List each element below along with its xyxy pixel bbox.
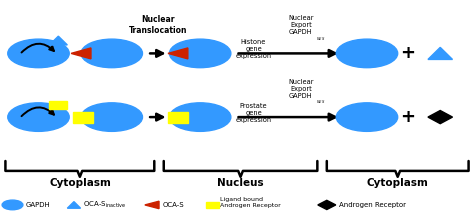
Text: Ligand bound
Androgen Receptor: Ligand bound Androgen Receptor [220, 197, 281, 208]
Text: Nuclear
Translocation: Nuclear Translocation [128, 15, 187, 34]
Text: +: + [400, 108, 415, 126]
Text: GAPDH: GAPDH [25, 202, 50, 208]
Text: OCA-S$_{\mathregular{inactive}}$: OCA-S$_{\mathregular{inactive}}$ [83, 200, 127, 210]
Circle shape [81, 39, 143, 68]
Text: +: + [400, 44, 415, 62]
Text: Cytoplasm: Cytoplasm [367, 178, 428, 188]
Circle shape [8, 103, 69, 131]
Polygon shape [49, 36, 67, 45]
Text: $_{NES}$: $_{NES}$ [317, 36, 326, 43]
Polygon shape [318, 200, 336, 210]
Text: Nucleus: Nucleus [218, 178, 264, 188]
Polygon shape [428, 110, 453, 124]
Bar [73, 112, 93, 123]
Text: Cytoplasm: Cytoplasm [49, 178, 111, 188]
Text: Nuclear
Export
GAPDH: Nuclear Export GAPDH [288, 15, 314, 35]
Text: Androgen Receptor: Androgen Receptor [339, 202, 406, 208]
Circle shape [336, 39, 398, 68]
Circle shape [81, 103, 143, 131]
Circle shape [8, 39, 69, 68]
Text: $_{NES}$: $_{NES}$ [317, 99, 326, 107]
Polygon shape [428, 47, 453, 59]
Polygon shape [71, 48, 91, 59]
Text: Histone
gene
expression: Histone gene expression [236, 39, 272, 59]
Text: OCA-S: OCA-S [162, 202, 184, 208]
Bar [49, 101, 67, 109]
Text: Nuclear
Export
GAPDH: Nuclear Export GAPDH [288, 78, 314, 99]
Circle shape [169, 103, 231, 131]
Bar [168, 112, 188, 123]
Polygon shape [168, 48, 188, 59]
Text: Prostate
gene
expression: Prostate gene expression [236, 103, 272, 123]
Polygon shape [67, 202, 81, 208]
Circle shape [336, 103, 398, 131]
Bar [206, 202, 219, 208]
Polygon shape [145, 201, 159, 209]
Circle shape [2, 200, 23, 210]
Circle shape [169, 39, 231, 68]
